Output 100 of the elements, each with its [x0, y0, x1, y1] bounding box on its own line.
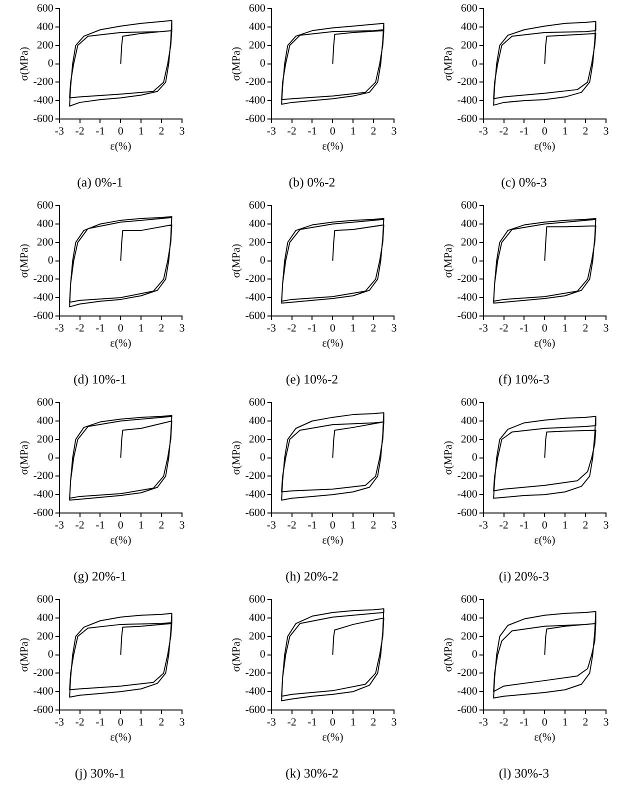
y-tick-label: -200: [457, 667, 478, 680]
y-tick-label: -400: [457, 291, 478, 304]
y-tick-label: 0: [260, 648, 266, 661]
x-tick-label: 2: [582, 125, 588, 138]
y-tick-label: -600: [457, 704, 478, 716]
x-tick-label: -2: [75, 519, 84, 532]
text: (d) 10%-1: [73, 372, 127, 387]
y-tick-label: 200: [36, 630, 54, 642]
y-tick-label: 600: [460, 199, 478, 212]
x-tick-label: 0: [542, 322, 548, 334]
x-tick-label: -2: [499, 716, 508, 728]
y-tick-label: -400: [33, 685, 54, 698]
x-tick-label: -3: [54, 716, 64, 728]
y-tick-label: 0: [48, 452, 54, 464]
x-tick-label: 2: [158, 125, 164, 138]
x-tick-label: 0: [330, 322, 336, 334]
y-tick-label: 600: [248, 2, 266, 14]
y-tick-label: 400: [248, 218, 266, 230]
x-tick-label: -3: [478, 322, 488, 334]
y-axis-title: σ(MPa): [230, 243, 242, 278]
y-tick-label: 200: [36, 39, 54, 52]
y-tick-label: -600: [457, 112, 478, 125]
y-tick-label: -600: [33, 310, 54, 322]
y-tick-label: -400: [245, 685, 266, 698]
y-axis-title: σ(MPa): [18, 637, 30, 672]
y-tick-label: 400: [460, 414, 478, 427]
x-tick-label: 2: [370, 322, 376, 334]
y-tick-label: 400: [36, 20, 54, 33]
x-tick-label: 3: [603, 716, 610, 728]
y-tick-label: -600: [245, 506, 266, 519]
x-tick-label: -3: [266, 519, 276, 532]
x-tick-label: 2: [158, 716, 164, 728]
x-tick-label: -3: [478, 125, 488, 138]
x-axis-title: ε(%): [110, 140, 132, 153]
x-tick-label: 2: [582, 322, 588, 334]
x-tick-label: 3: [179, 322, 186, 334]
y-tick-label: 200: [460, 630, 478, 642]
y-tick-label: 600: [248, 199, 266, 212]
x-tick-label: -3: [266, 322, 276, 334]
x-axis-title: ε(%): [110, 338, 132, 350]
y-axis-title: σ(MPa): [442, 440, 454, 475]
x-tick-label: 0: [330, 519, 336, 532]
y-tick-label: 600: [36, 593, 54, 606]
x-tick-label: 2: [370, 125, 376, 138]
x-tick-label: -3: [54, 322, 64, 334]
x-tick-label: 0: [542, 125, 548, 138]
y-axis-title: σ(MPa): [442, 637, 454, 672]
x-tick-label: 3: [391, 519, 398, 532]
text: (b) 0%-2: [288, 174, 336, 190]
y-tick-label: 200: [460, 433, 478, 446]
x-tick-label: 2: [158, 519, 164, 532]
x-tick-label: -1: [96, 519, 105, 532]
y-tick-label: -600: [33, 112, 54, 125]
x-tick-label: 1: [138, 519, 144, 532]
y-tick-label: -600: [245, 704, 266, 716]
y-tick-label: 400: [248, 20, 266, 33]
y-tick-label: 400: [460, 218, 478, 230]
x-tick-label: -3: [266, 125, 276, 138]
x-tick-label: -1: [96, 125, 105, 138]
x-axis-title: ε(%): [322, 140, 344, 153]
y-tick-label: 200: [248, 630, 266, 642]
x-tick-label: 3: [179, 519, 186, 532]
x-tick-label: -1: [520, 519, 529, 532]
y-tick-label: -600: [457, 310, 478, 322]
y-axis-title: σ(MPa): [18, 243, 30, 278]
y-axis-title: σ(MPa): [230, 440, 242, 475]
x-tick-label: 0: [330, 125, 336, 138]
y-axis-title: σ(MPa): [442, 46, 454, 81]
y-tick-label: 200: [460, 236, 478, 248]
x-tick-label: -2: [75, 125, 84, 138]
y-tick-label: 400: [36, 612, 54, 624]
y-tick-label: 600: [460, 396, 478, 408]
x-tick-label: 3: [603, 519, 610, 532]
x-tick-label: -3: [54, 125, 64, 138]
y-axis-title: σ(MPa): [442, 243, 454, 278]
x-tick-label: 3: [603, 125, 610, 138]
y-tick-label: -400: [457, 488, 478, 500]
y-tick-label: 0: [472, 254, 478, 267]
y-tick-label: -200: [33, 76, 54, 88]
x-tick-label: 3: [391, 125, 398, 138]
x-axis-title: ε(%): [322, 338, 344, 350]
y-tick-label: -600: [457, 506, 478, 519]
x-tick-label: -1: [96, 322, 105, 334]
text: (g) 20%-1: [73, 568, 127, 584]
x-tick-label: 1: [138, 322, 144, 334]
y-tick-label: 200: [248, 39, 266, 52]
x-tick-label: 2: [370, 716, 376, 728]
y-tick-label: 200: [460, 39, 478, 52]
y-tick-label: -200: [245, 76, 266, 88]
y-tick-label: 400: [460, 20, 478, 33]
y-tick-label: -200: [457, 273, 478, 286]
x-tick-label: 1: [350, 322, 356, 334]
x-tick-label: -1: [308, 322, 317, 334]
y-tick-label: 0: [48, 648, 54, 661]
x-axis-title: ε(%): [322, 732, 344, 744]
x-tick-label: -2: [499, 125, 508, 138]
y-tick-label: -400: [245, 291, 266, 304]
y-axis-title: σ(MPa): [18, 440, 30, 475]
x-tick-label: 1: [350, 125, 356, 138]
x-tick-label: -3: [478, 519, 488, 532]
